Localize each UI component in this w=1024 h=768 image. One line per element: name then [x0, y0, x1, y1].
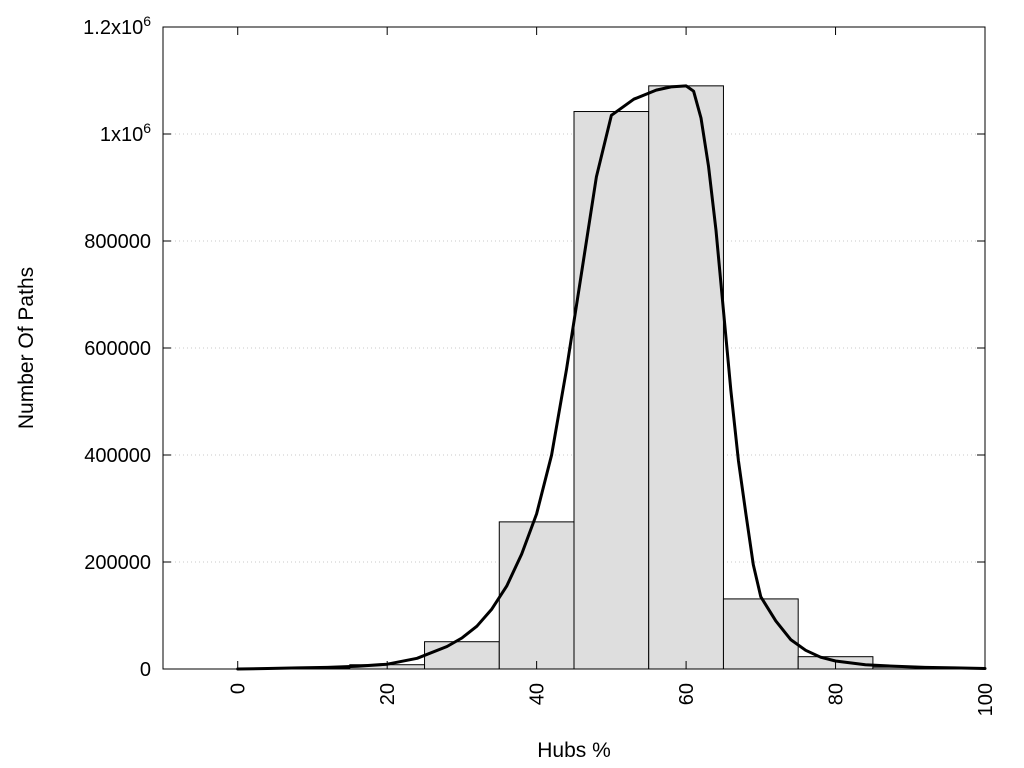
x-tick-label: 80: [826, 683, 848, 705]
histogram-bar: [424, 641, 500, 670]
histogram-bar: [573, 111, 650, 670]
y-tick-label: 800000: [84, 231, 151, 253]
x-tick-label: 60: [676, 683, 698, 705]
x-tick-label: 20: [377, 683, 399, 705]
y-tick-label: 1x106: [100, 120, 151, 146]
y-tick-label: 1.2x106: [83, 13, 151, 39]
grid-lines: [163, 133, 985, 563]
histogram-bar: [648, 85, 724, 670]
x-tick-label: 40: [527, 683, 549, 705]
fit-curve-line: [236, 84, 987, 671]
bars: [274, 85, 949, 670]
y-axis-title: Number Of Paths: [15, 267, 38, 429]
x-axis-title: Hubs %: [537, 739, 611, 762]
x-tick-label: 0: [228, 683, 250, 694]
fit-curve: [236, 84, 987, 671]
axis-ticks: 0 200000 400000 600000 800000 1x106 1.2x106 0 20…: [83, 13, 997, 716]
y-tick-label: 400000: [84, 445, 151, 467]
x-tick-label: 100: [975, 683, 997, 716]
y-tick-label: 0: [140, 659, 151, 681]
histogram-bar: [498, 521, 575, 670]
y-tick-label: 600000: [84, 338, 151, 360]
y-tick-label: 200000: [84, 552, 151, 574]
